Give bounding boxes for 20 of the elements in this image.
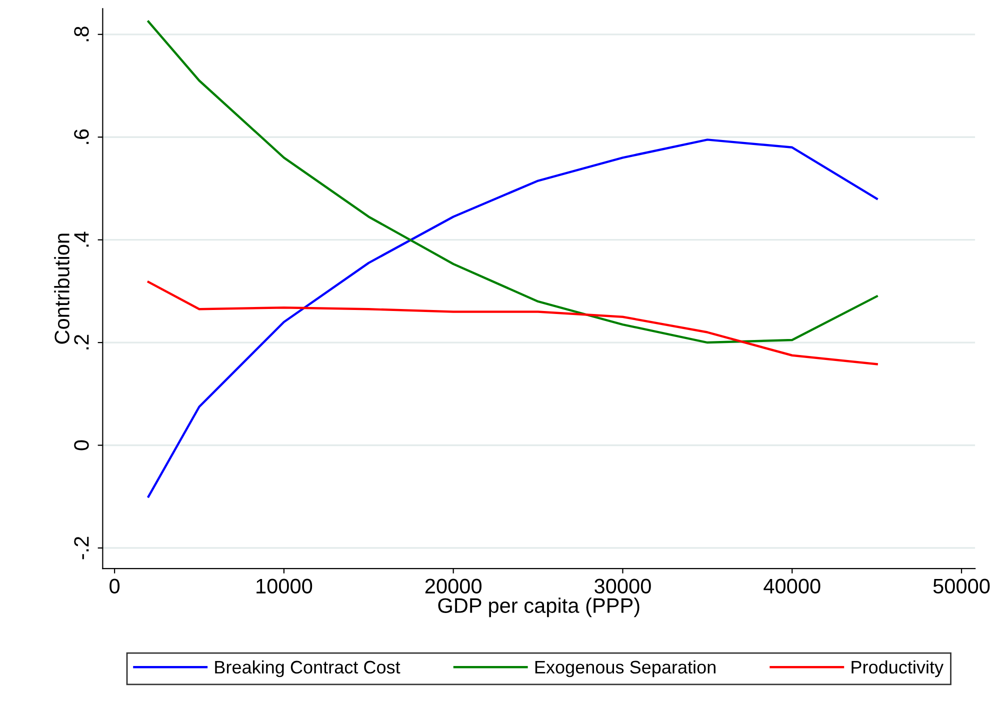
line-series	[147, 20, 878, 344]
line-series	[147, 138, 878, 498]
legend-label: Exogenous Separation	[535, 660, 716, 678]
y-tick-label: .4	[74, 232, 89, 247]
legend-label: Productivity	[852, 660, 944, 678]
x-tick-label: 0	[110, 578, 120, 594]
x-tick-label: 10000	[256, 578, 312, 594]
y-tick-label: .6	[74, 129, 89, 144]
legend-label: Breaking Contract Cost	[215, 660, 400, 678]
y-tick-label: 0	[74, 440, 89, 450]
y-axis-title: Contribution	[54, 234, 70, 344]
line-series	[147, 280, 878, 366]
y-tick-label: -.2	[74, 536, 89, 560]
x-tick-label: 40000	[764, 578, 820, 594]
x-tick-label: 50000	[933, 578, 990, 594]
y-tick-label: .8	[74, 26, 89, 42]
y-tick-label: .2	[74, 334, 89, 350]
x-tick-label: 20000	[425, 578, 482, 594]
x-tick-label: 30000	[594, 578, 651, 594]
x-axis-title: GDP per capita (PPP)	[438, 598, 640, 618]
